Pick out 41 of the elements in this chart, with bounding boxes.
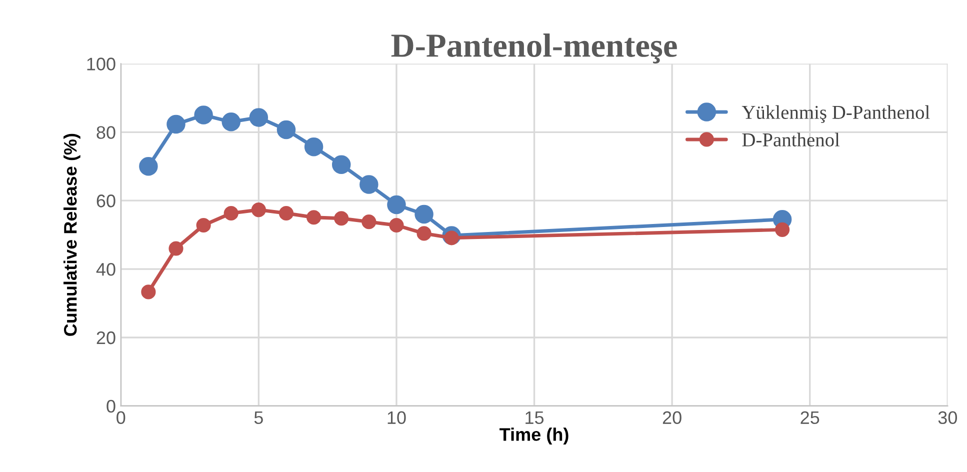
y-tick-label: 20 bbox=[96, 331, 116, 344]
point bbox=[278, 206, 294, 221]
x-tick-label: 20 bbox=[662, 411, 682, 424]
point bbox=[304, 138, 324, 156]
point bbox=[196, 218, 211, 233]
x-tick-label: 0 bbox=[116, 411, 126, 424]
y-tick-label: 80 bbox=[96, 126, 116, 139]
y-axis-title: Cumulative Release (%) bbox=[64, 134, 80, 336]
x-tick-label: 5 bbox=[254, 411, 263, 424]
point bbox=[166, 114, 186, 134]
x-tick-label: 30 bbox=[938, 411, 957, 424]
x-tick-label: 10 bbox=[388, 411, 406, 424]
point bbox=[389, 218, 404, 233]
x-tick-label: 25 bbox=[800, 411, 820, 424]
point bbox=[222, 112, 240, 132]
point bbox=[775, 222, 790, 237]
y-tick-label: 40 bbox=[96, 262, 116, 276]
point bbox=[416, 226, 432, 241]
y-tick-label: 0 bbox=[106, 400, 116, 413]
point bbox=[251, 202, 266, 218]
point bbox=[334, 211, 349, 226]
point bbox=[139, 157, 158, 176]
x-axis-title: Time (h) bbox=[500, 428, 568, 444]
point bbox=[276, 120, 296, 140]
x-tick-label: 15 bbox=[526, 411, 544, 424]
point bbox=[194, 106, 213, 124]
point bbox=[306, 210, 322, 225]
point bbox=[387, 195, 406, 214]
point bbox=[141, 284, 156, 300]
point bbox=[224, 206, 238, 221]
point bbox=[414, 204, 434, 224]
chart-title: D-Pantenol-menteşe bbox=[391, 33, 677, 64]
point bbox=[332, 155, 351, 174]
legend-label: Yüklenmiş D-Panthenol bbox=[742, 105, 930, 123]
legend-label: D-Panthenol bbox=[742, 132, 840, 146]
y-tick-label: 60 bbox=[96, 194, 116, 208]
point bbox=[360, 175, 378, 194]
point bbox=[168, 241, 184, 256]
point bbox=[249, 108, 268, 127]
point bbox=[362, 214, 376, 230]
y-tick-label: 100 bbox=[87, 58, 116, 70]
